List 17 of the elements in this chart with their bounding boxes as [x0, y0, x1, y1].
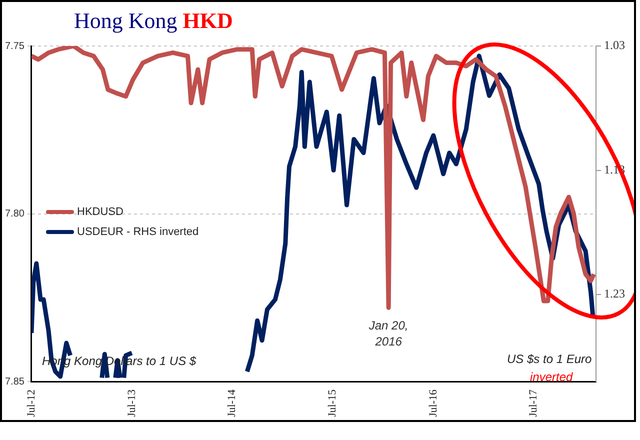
annotation: inverted [530, 370, 573, 384]
x-tick-label: Jul-13 [126, 389, 138, 417]
x-tick-label: Jul-15 [326, 389, 339, 417]
legend-label: HKDUSD [77, 205, 124, 220]
legend-label: USDEUR - RHS inverted [77, 225, 199, 240]
x-tick-label: Jul-12 [25, 390, 38, 417]
chart-title: Hong Kong HKD [74, 8, 233, 33]
x-tick-label: Jul-17 [528, 389, 540, 417]
x-tick-label: Jul-14 [226, 389, 238, 417]
y-tick-label: 7.85 [4, 376, 25, 388]
y2-tick-label: 1.03 [604, 38, 625, 52]
y-tick-label: 7.75 [4, 40, 25, 52]
annotation: Jan 20, 2016 [368, 318, 408, 349]
x-tick-label: Jul-16 [427, 389, 440, 417]
y-tick-label: 7.80 [4, 208, 25, 220]
y2-tick-label: 1.23 [604, 286, 625, 301]
annotation: US $s to 1 Euro [507, 352, 592, 366]
